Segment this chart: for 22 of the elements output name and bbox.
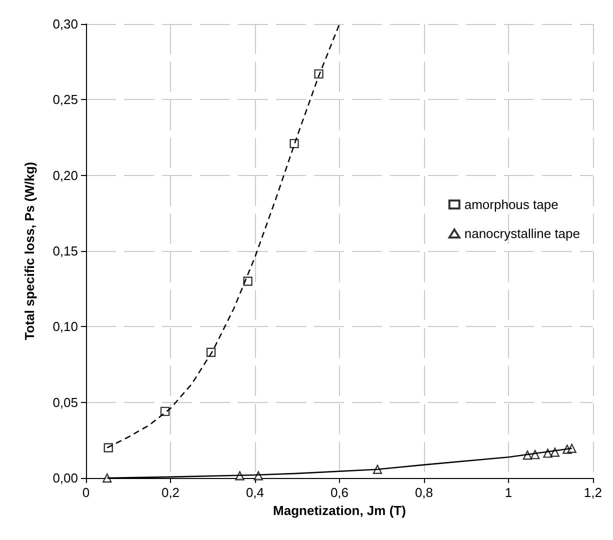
- x-tick-label: 1,2: [584, 485, 602, 500]
- y-tick-label: 0,20: [52, 168, 78, 183]
- point: [290, 138, 299, 148]
- y-axis-title: Total specific loss, Ps (W/kg): [22, 162, 37, 340]
- x-tick-label: 0: [82, 485, 90, 500]
- x-tick-label: 0,2: [161, 485, 180, 500]
- legend-label: nanocrystalline tape: [464, 226, 580, 241]
- y-tick-label: 0,15: [52, 244, 78, 258]
- x-tick-label: 1: [504, 485, 512, 500]
- legend-label: amorphous tape: [464, 197, 558, 212]
- y-tick-label: 0,00: [52, 470, 78, 486]
- x-tick-label: 0,6: [330, 485, 349, 500]
- y-tick-label: 0,30: [52, 16, 78, 32]
- x-tick-label: 0,8: [414, 485, 434, 500]
- point: [102, 473, 112, 483]
- point: [567, 444, 576, 453]
- x-tick-label: 0,4: [246, 485, 264, 500]
- point: [550, 448, 560, 457]
- y-tick-label: 0,10: [52, 319, 78, 334]
- y-tick-label: 0,25: [52, 92, 78, 108]
- y-tick-label: 0,05: [52, 394, 78, 410]
- x-axis-title: Magnetization, Jm (T): [273, 503, 406, 518]
